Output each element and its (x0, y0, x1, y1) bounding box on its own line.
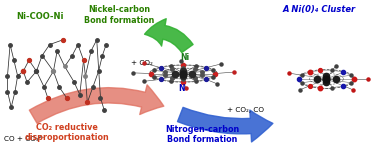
Text: Ni: Ni (181, 53, 190, 62)
Text: Nickel-carbon
Bond formation: Nickel-carbon Bond formation (84, 5, 155, 25)
Text: CO₂ reductive
disproportionation: CO₂ reductive disproportionation (24, 123, 109, 142)
Text: Nitrogen-carbon
Bond formation: Nitrogen-carbon Bond formation (165, 125, 239, 144)
Text: CO + CO₃²⁻: CO + CO₃²⁻ (5, 136, 46, 142)
Text: + CO₂: + CO₂ (131, 60, 153, 66)
Text: N: N (178, 84, 185, 93)
Text: + CO₂, CO: + CO₂, CO (227, 107, 264, 113)
Text: Ni-COO-Ni: Ni-COO-Ni (16, 12, 63, 21)
Text: A Ni(0)₄ Cluster: A Ni(0)₄ Cluster (282, 5, 355, 14)
